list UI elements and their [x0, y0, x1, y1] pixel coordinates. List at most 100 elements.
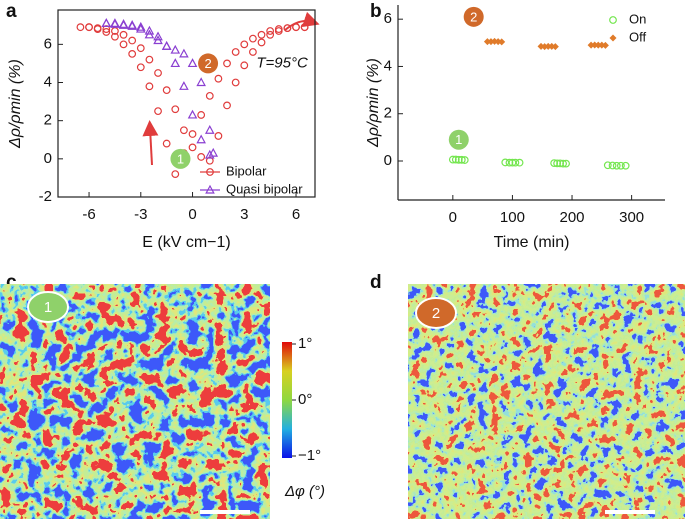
colorbar — [282, 342, 292, 458]
data-point — [161, 40, 172, 50]
data-point — [197, 153, 206, 161]
data-point — [283, 24, 292, 33]
data-point — [544, 42, 552, 50]
arrow — [284, 11, 320, 31]
data-point — [257, 30, 266, 39]
legend-marker — [206, 168, 214, 176]
y-tick-label: 6 — [384, 10, 392, 27]
data-point — [223, 101, 231, 110]
y-tick-label: -2 — [39, 188, 52, 205]
y-tick-label: 0 — [44, 150, 52, 167]
legend-marker — [609, 34, 617, 42]
data-point — [127, 20, 137, 30]
data-point — [179, 48, 189, 58]
state-label: 2 — [432, 305, 440, 322]
x-tick-label: 3 — [240, 206, 248, 223]
legend-label: On — [629, 11, 646, 26]
data-point — [111, 32, 119, 41]
data-point — [601, 41, 609, 49]
data-point — [76, 23, 85, 32]
data-point — [102, 28, 111, 36]
data-point — [515, 158, 524, 167]
data-point — [231, 48, 240, 56]
data-point — [188, 130, 197, 138]
data-point — [556, 159, 565, 168]
state-marker — [448, 129, 469, 150]
legend-marker — [205, 184, 215, 194]
data-point — [171, 170, 180, 179]
state-marker — [415, 297, 457, 329]
data-point — [562, 159, 570, 168]
data-point — [292, 23, 300, 32]
data-point — [249, 48, 257, 56]
data-point — [231, 78, 240, 87]
data-point — [187, 109, 198, 119]
state-marker — [463, 6, 484, 27]
data-point — [85, 23, 93, 32]
colorbar-tick-label: −1° — [298, 447, 321, 464]
legend-label: Quasi bipolar — [226, 181, 303, 196]
y-axis-label: Δρ/ρmin (%) — [365, 58, 382, 148]
data-point — [274, 27, 283, 35]
x-axis-label: E (kV cm−1) — [142, 234, 230, 251]
y-axis-label: Δρ/ρmin (%) — [7, 59, 24, 149]
plot-frame — [57, 9, 316, 198]
data-point — [171, 105, 180, 114]
data-point — [197, 111, 206, 119]
panel-letter: d — [370, 272, 382, 293]
data-point — [460, 156, 469, 164]
data-point — [179, 81, 189, 90]
y-tick-label: 0 — [384, 152, 392, 169]
legend-marker — [609, 16, 617, 24]
data-point — [196, 77, 206, 87]
data-point — [205, 91, 214, 100]
panel-letter: a — [6, 1, 17, 22]
state-label: 2 — [470, 9, 477, 24]
legend-label: Bipolar — [226, 163, 267, 178]
data-point — [616, 161, 625, 170]
data-point — [136, 63, 145, 72]
data-point — [454, 155, 463, 164]
data-point — [204, 124, 215, 134]
data-point — [300, 23, 309, 32]
data-point — [187, 58, 198, 68]
data-point — [135, 23, 146, 33]
data-point — [128, 36, 137, 45]
x-tick-label: 100 — [500, 209, 525, 226]
data-point — [457, 155, 466, 164]
colorbar-tick-label: 1° — [298, 335, 312, 352]
y-tick-label: 4 — [44, 73, 52, 90]
state-label: 1 — [44, 299, 52, 316]
y-tick-label: 2 — [384, 105, 392, 122]
panel-letter: c — [6, 272, 17, 293]
annotation: T=95°C — [256, 54, 308, 71]
data-point — [257, 38, 266, 47]
data-point — [553, 159, 562, 168]
data-point — [119, 30, 128, 39]
data-point — [144, 25, 155, 35]
data-point — [145, 55, 154, 64]
data-point — [204, 149, 215, 159]
panel-letter: b — [370, 1, 382, 22]
colorbar-label: Δφ (°) — [284, 483, 325, 500]
data-point — [608, 161, 617, 170]
data-point — [511, 158, 520, 167]
data-point — [266, 30, 275, 39]
x-tick-label: -3 — [134, 206, 147, 223]
data-point — [128, 49, 137, 58]
data-point — [594, 41, 602, 49]
data-point — [153, 35, 163, 45]
data-point — [153, 31, 163, 41]
data-point — [119, 40, 128, 49]
data-point — [240, 40, 249, 49]
pfm-map — [0, 284, 270, 519]
data-point — [551, 43, 559, 51]
state-marker — [27, 291, 69, 323]
state-label: 1 — [177, 151, 184, 166]
state-marker — [170, 148, 191, 169]
data-point — [448, 155, 457, 164]
x-tick-label: -6 — [82, 206, 95, 223]
y-tick-label: 2 — [44, 112, 52, 129]
data-point — [266, 27, 275, 35]
